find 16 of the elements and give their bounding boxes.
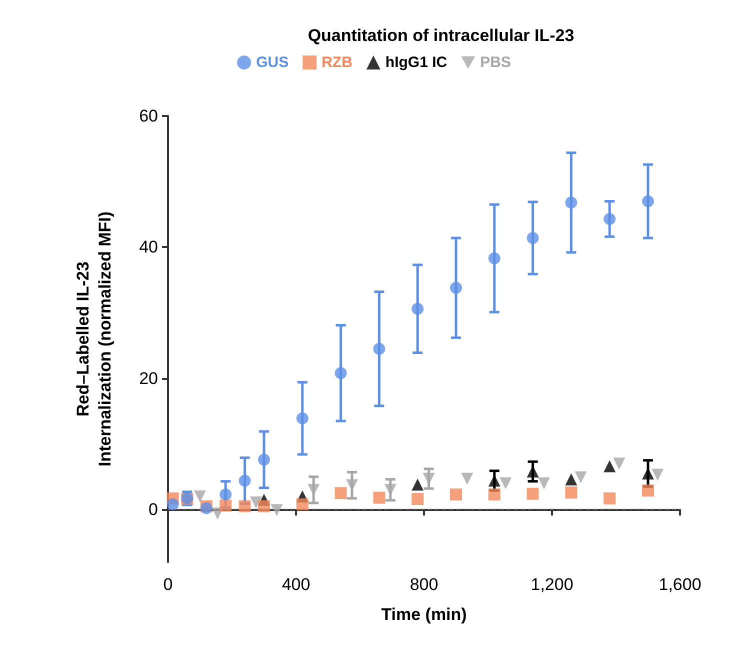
y-tick-label: 40 xyxy=(139,238,158,257)
y-tick-label: 60 xyxy=(139,106,158,126)
legend-label: GUS xyxy=(256,54,289,71)
x-axis-title: Time (min) xyxy=(381,605,467,624)
legend-label: RZB xyxy=(322,54,353,71)
y-tick-label: 0 xyxy=(148,500,158,520)
y-tick-label: 20 xyxy=(139,368,158,388)
x-tick-label: 800 xyxy=(410,575,438,594)
x-tick-label: 0 xyxy=(163,575,173,594)
legend-label: hIgG1 IC xyxy=(385,54,448,71)
x-tick-label: 1,200 xyxy=(530,575,574,594)
legend-label: PBS xyxy=(480,54,511,71)
chart-title: Quantitation of intracellular IL-23 xyxy=(308,26,574,45)
x-tick-label: 400 xyxy=(282,575,310,594)
x-tick-label: 1,600 xyxy=(658,575,702,594)
y-axis-title: Red–Labelled IL-23 Internalization (normalized MFI) xyxy=(74,211,114,467)
